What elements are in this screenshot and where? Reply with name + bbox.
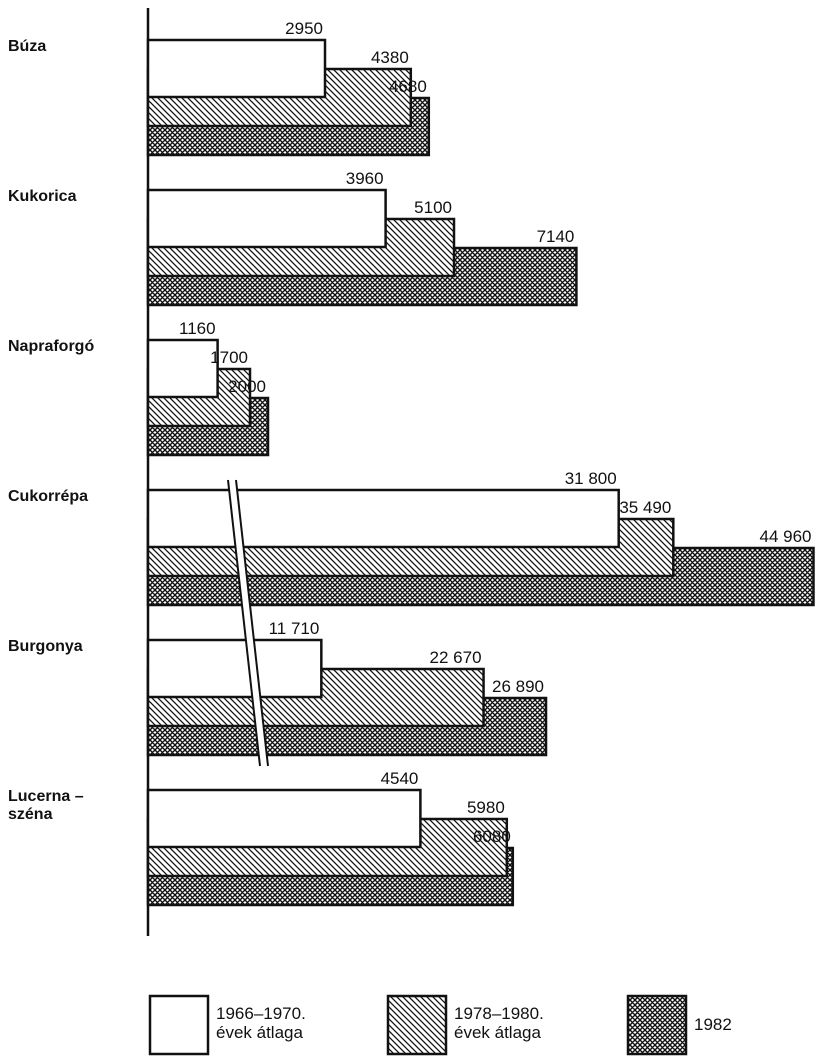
value-label: 44 960 <box>759 527 811 546</box>
category-label: Búza <box>8 38 47 55</box>
value-label: 4680 <box>389 77 427 96</box>
value-label: 4540 <box>381 769 419 788</box>
category-label: Lucerna – széna <box>8 788 84 823</box>
value-label: 3960 <box>346 169 384 188</box>
legend-swatch <box>148 994 210 1056</box>
value-label: 7140 <box>537 227 575 246</box>
value-label: 1700 <box>210 348 248 367</box>
axis-break <box>227 479 269 767</box>
value-label: 6080 <box>473 827 511 846</box>
value-label: 26 890 <box>492 677 544 696</box>
bar <box>146 638 323 699</box>
bar <box>146 788 422 849</box>
value-label: 2000 <box>228 377 266 396</box>
value-label: 35 490 <box>619 498 671 517</box>
category-label: Cukorrépa <box>8 488 89 505</box>
value-label: 4380 <box>371 48 409 67</box>
category-label: Napraforgó <box>8 338 95 355</box>
bar <box>146 188 387 249</box>
bar <box>146 338 219 399</box>
legend-swatch <box>386 994 448 1056</box>
legend-swatch <box>626 994 688 1056</box>
category-label: Burgonya <box>8 638 83 655</box>
legend-label: 1966–1970. évek átlaga <box>216 1004 306 1042</box>
value-label: 31 800 <box>565 469 617 488</box>
value-label: 1160 <box>179 319 216 338</box>
value-label: 22 670 <box>430 648 482 667</box>
value-label: 11 710 <box>269 619 320 638</box>
legend-label: 1982 <box>694 1015 732 1034</box>
value-label: 5100 <box>414 198 452 217</box>
legend-label: 1978–1980. évek átlaga <box>454 1004 544 1042</box>
value-label: 2950 <box>285 19 323 38</box>
bar <box>146 38 327 99</box>
category-label: Kukorica <box>8 188 77 205</box>
bar <box>146 488 620 549</box>
value-label: 5980 <box>467 798 505 817</box>
